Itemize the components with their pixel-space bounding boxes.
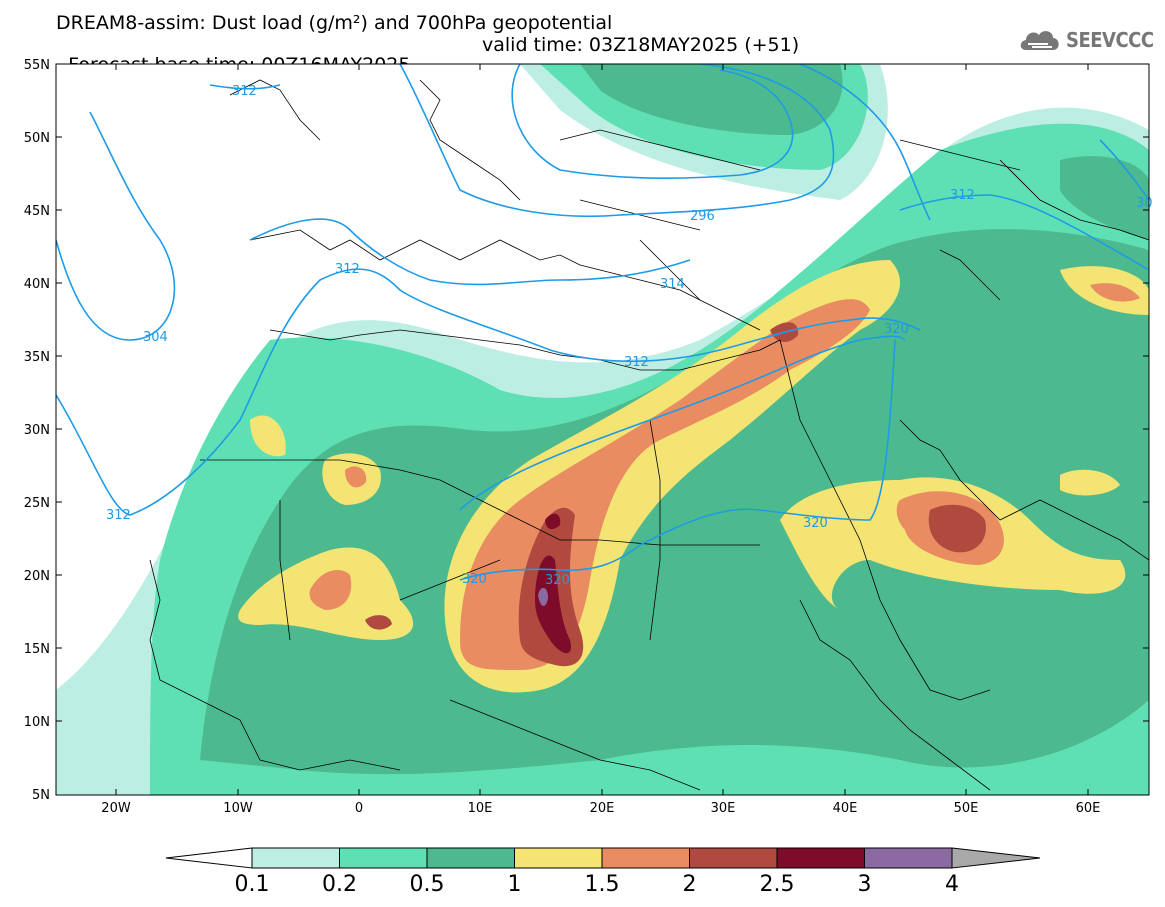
lat-label: 40N [24, 277, 50, 292]
contour-label: 320 [803, 516, 828, 531]
contour-label: 314 [660, 277, 685, 292]
lat-label: 10N [24, 715, 50, 730]
lat-label: 5N [32, 788, 50, 803]
contour-label: 296 [690, 209, 715, 224]
lat-label: 20N [24, 569, 50, 584]
coastlines [149, 79, 1149, 791]
contour-label: 312 [335, 262, 360, 277]
lat-axis: 55N 50N 45N 40N 35N 30N 25N 20N 15N 10N … [24, 58, 50, 803]
logo-text: SEEVCCC [1066, 28, 1154, 52]
cloud-icon [1020, 31, 1059, 50]
lon-label: 0 [355, 801, 363, 816]
contour-labels: 312 312 304 312 312 296 314 312 320 320 … [106, 84, 1153, 588]
lat-label: 25N [24, 496, 50, 511]
contour-label: 30 [1136, 196, 1153, 211]
contour-label: 312 [232, 84, 257, 99]
lon-label: 10E [468, 801, 493, 816]
chart-title: DREAM8-assim: Dust load (g/m²) and 700hP… [56, 12, 613, 34]
lon-label: 40E [833, 801, 858, 816]
contour-label: 320 [545, 573, 570, 588]
contour-label: 312 [950, 188, 975, 203]
lat-label: 30N [24, 423, 50, 438]
contour-label: 320 [462, 572, 487, 587]
lon-label: 60E [1076, 801, 1101, 816]
geopotential-contours [56, 64, 1149, 581]
lon-label: 10W [223, 801, 253, 816]
lon-label: 50E [954, 801, 979, 816]
lon-label: 30E [711, 801, 736, 816]
lat-label: 55N [24, 58, 50, 73]
contour-label: 304 [143, 330, 168, 345]
valid-time: valid time: 03Z18MAY2025 (+51) [482, 34, 800, 56]
contour-label: 320 [884, 322, 909, 337]
contour-label: 312 [106, 508, 131, 523]
lat-label: 35N [24, 350, 50, 365]
lat-label: 50N [24, 131, 50, 146]
lon-label: 20W [101, 801, 131, 816]
lat-ticks [56, 64, 1149, 795]
lat-label: 45N [24, 204, 50, 219]
lon-label: 20E [590, 801, 615, 816]
dust-field [56, 64, 1149, 795]
lon-axis: 20W 10W 0 10E 20E 30E 40E 50E 60E [101, 801, 1100, 816]
seevccc-logo: SEEVCCC [1018, 26, 1154, 54]
lat-label: 15N [24, 642, 50, 657]
contour-label: 312 [624, 355, 649, 370]
